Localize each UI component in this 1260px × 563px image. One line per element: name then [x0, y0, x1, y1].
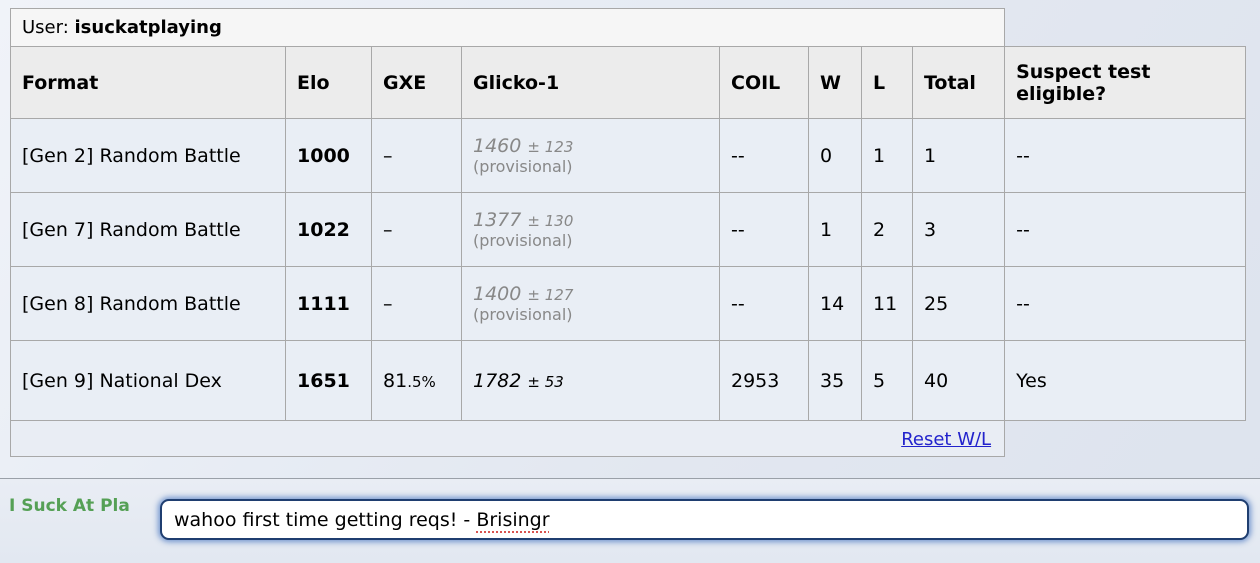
gxe-cell: 81.5% — [371, 340, 462, 421]
format-cell: [Gen 8] Random Battle — [10, 266, 286, 341]
col-header-glicko: Glicko-1 — [461, 46, 720, 119]
total-cell: 25 — [911, 266, 1006, 341]
col-header-coil: COIL — [719, 46, 809, 119]
suspect-cell: Yes — [1004, 340, 1247, 421]
gxe-cell: – — [371, 266, 462, 341]
col-header-elo: Elo — [285, 46, 372, 119]
username: isuckatplaying — [74, 17, 222, 38]
user-label: User: — [22, 17, 75, 38]
glicko-cell: 1782 ± 53 — [461, 340, 720, 421]
losses-cell: 1 — [861, 118, 913, 193]
col-header-l: L — [861, 46, 913, 119]
col-header-suspect: Suspect test eligible? — [1004, 46, 1247, 119]
col-header-format: Format — [10, 46, 286, 119]
elo-cell: 1111 — [285, 266, 372, 341]
ladder-row-gen2-random-battle: [Gen 2] Random Battle 1000 – 1460 ± 123 … — [10, 118, 1247, 193]
ladder-row-gen9-national-dex: [Gen 9] National Dex 1651 81.5% 1782 ± 5… — [10, 340, 1247, 421]
wins-cell: 35 — [808, 340, 862, 421]
ladder-row-gen8-random-battle: [Gen 8] Random Battle 1111 – 1400 ± 127 … — [10, 266, 1247, 341]
elo-cell: 1022 — [285, 192, 372, 267]
reset-wl-link[interactable]: Reset W/L — [901, 428, 992, 450]
provisional-note: (provisional) — [473, 305, 573, 324]
losses-cell: 5 — [861, 340, 913, 421]
elo-cell: 1651 — [285, 340, 372, 421]
wins-cell: 1 — [808, 192, 862, 267]
table-header-row: Format Elo GXE Glicko-1 COIL W L Total S… — [10, 46, 1247, 119]
col-header-total: Total — [911, 46, 1006, 119]
losses-cell: 2 — [861, 192, 913, 267]
provisional-note: (provisional) — [473, 157, 573, 176]
chat-misspelled-word: Brisingr — [476, 509, 550, 531]
glicko-cell: 1377 ± 130 (provisional) — [461, 192, 720, 267]
table-footer-row: Reset W/L — [9, 420, 1246, 457]
format-cell: [Gen 9] National Dex — [10, 340, 286, 421]
provisional-note: (provisional) — [473, 231, 573, 250]
col-header-gxe: GXE — [371, 46, 462, 119]
ladder-ratings-table: User: isuckatplaying Format Elo GXE Glic… — [9, 8, 1247, 457]
ladder-row-gen7-random-battle: [Gen 7] Random Battle 1022 – 1377 ± 130 … — [10, 192, 1247, 267]
chat-message-input[interactable]: wahoo first time getting reqs! - Brising… — [160, 499, 1249, 540]
gxe-cell: – — [371, 118, 462, 193]
footer-cell: Reset W/L — [9, 420, 1006, 457]
chat-username: I Suck At Pla — [9, 496, 130, 516]
suspect-cell: -- — [1004, 118, 1247, 193]
user-caption-row: User: isuckatplaying — [9, 8, 1246, 47]
chat-section: I Suck At Pla wahoo first time getting r… — [0, 478, 1260, 563]
glicko-cell: 1460 ± 123 (provisional) — [461, 118, 720, 193]
suspect-cell: -- — [1004, 266, 1247, 341]
glicko-cell: 1400 ± 127 (provisional) — [461, 266, 720, 341]
chat-message-text: wahoo first time getting reqs! - — [174, 509, 477, 531]
col-header-w: W — [808, 46, 862, 119]
losses-cell: 11 — [861, 266, 913, 341]
coil-cell: -- — [719, 266, 809, 341]
coil-cell: 2953 — [719, 340, 809, 421]
elo-cell: 1000 — [285, 118, 372, 193]
user-caption-cell: User: isuckatplaying — [9, 8, 1006, 47]
format-cell: [Gen 2] Random Battle — [10, 118, 286, 193]
wins-cell: 14 — [808, 266, 862, 341]
total-cell: 3 — [911, 192, 1006, 267]
suspect-cell: -- — [1004, 192, 1247, 267]
total-cell: 40 — [911, 340, 1006, 421]
coil-cell: -- — [719, 192, 809, 267]
wins-cell: 0 — [808, 118, 862, 193]
gxe-cell: – — [371, 192, 462, 267]
format-cell: [Gen 7] Random Battle — [10, 192, 286, 267]
total-cell: 1 — [911, 118, 1006, 193]
coil-cell: -- — [719, 118, 809, 193]
